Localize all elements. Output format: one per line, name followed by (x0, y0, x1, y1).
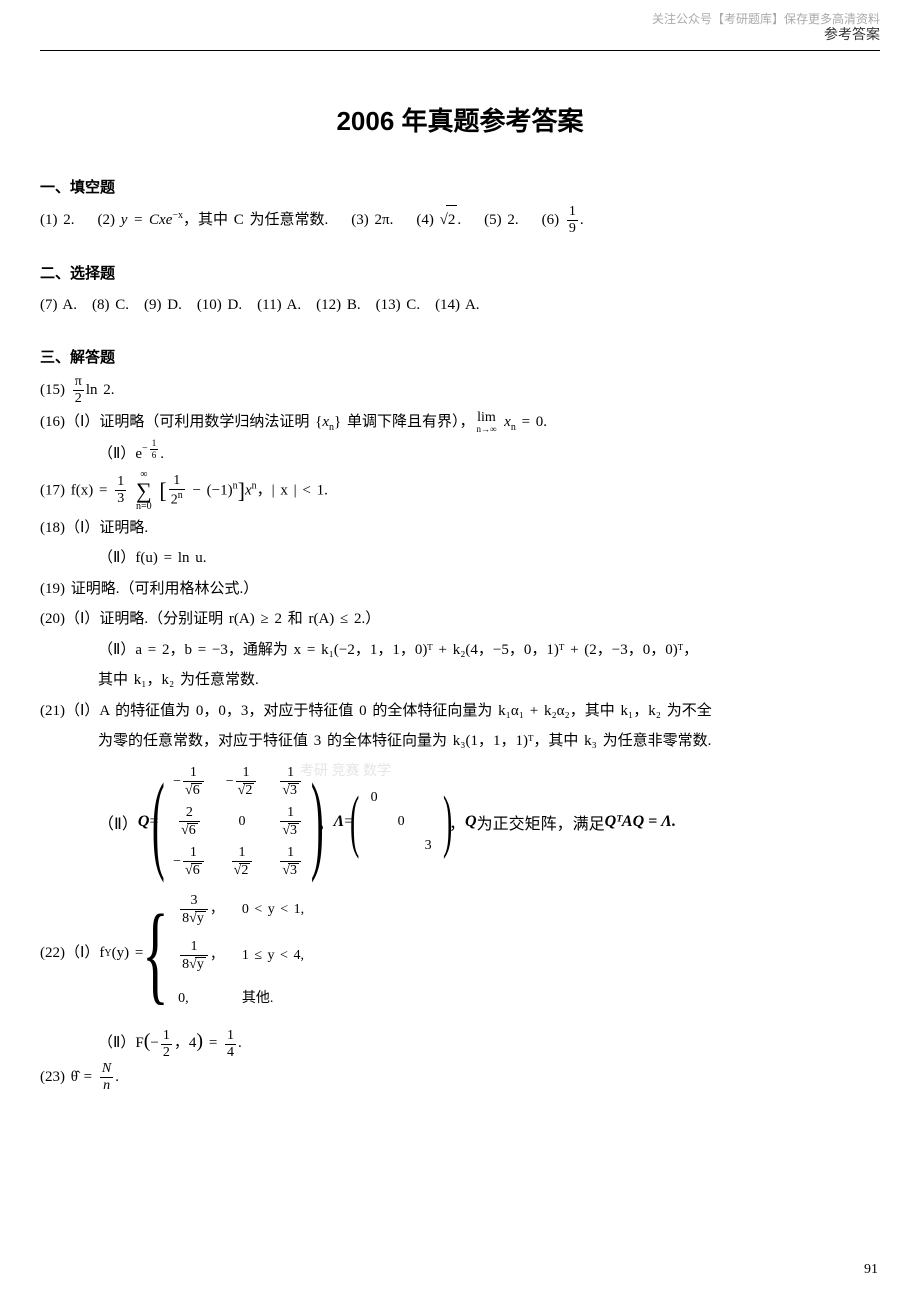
q17-f2n: 1 (169, 474, 185, 490)
q23-den: n (100, 1078, 113, 1093)
q5: (5) 2. (484, 212, 519, 228)
q21-QT: Qᵀ (605, 813, 622, 831)
q16-2-tail: . (160, 445, 164, 461)
q22-2-eq: = (203, 1035, 223, 1051)
q21-1: (21)（Ⅰ）A 的特征值为 0，0，3，对应于特征值 0 的全体特征向量为 k… (40, 697, 880, 726)
q16-lim: lim (477, 411, 497, 425)
q17-f1n: 1 (115, 475, 126, 491)
q6-den: 9 (567, 221, 578, 236)
q17-tail: ，| x | < 1. (257, 482, 328, 498)
q22-sub: Y (104, 944, 111, 963)
section-1-heading: 一、填空题 (40, 176, 880, 197)
top-rule (40, 50, 880, 51)
q17-f2dsup: n (178, 490, 183, 501)
q22-p2-cond: 1 ≤ y < 4, (234, 934, 312, 978)
q16-1-mid: } 单调下降且有界）， (334, 414, 474, 430)
q22-2-den: 4 (225, 1045, 236, 1060)
q22-2-tail: . (238, 1035, 242, 1051)
q6-post: . (580, 212, 584, 228)
q21-Q: Q (138, 813, 150, 831)
q23-pre: (23) θ̂ = (40, 1069, 98, 1085)
q22-2-comma: ，4 (174, 1035, 197, 1051)
q23-tail: . (115, 1069, 119, 1085)
q3: (3) 2π. (351, 212, 393, 228)
q21-matrix-Q: −1√6−1√21√3 2√601√3 −1√61√21√3 (163, 762, 313, 882)
q22-p1-sqrty: y (195, 911, 206, 926)
q22-2: （Ⅱ）F(−12，4) = 14. (40, 1022, 880, 1060)
q2-tail: ，其中 C 为任意常数. (183, 212, 328, 228)
q17-sumbot: n=0 (136, 502, 152, 512)
q16-2-pre: （Ⅱ）e (98, 445, 142, 461)
q2-eq: y = Cxe (121, 212, 173, 228)
q16-2-expden: 6 (150, 450, 159, 460)
q16-1-tail: = 0. (516, 414, 547, 430)
q16-2: （Ⅱ）e−16. (40, 439, 880, 468)
q22-1: (22)（Ⅰ）fY(y) = { 38√y， 0 < y < 1, 18√y， … (40, 886, 880, 1021)
q20-2: （Ⅱ）a = 2，b = −3，通解为 x = k₁(−2，1，1，0)ᵀ + … (40, 636, 880, 665)
q22-p1-den8: 8 (182, 911, 189, 926)
q17: (17) f(x) = 13 ∞∑n=0 [12n − (−1)n]xn，| x… (40, 470, 880, 512)
fill-blank-line: (1) 2. (2) y = Cxe−x，其中 C 为任意常数. (3) 2π.… (40, 205, 880, 236)
q22-p1-cond: 0 < y < 1, (234, 888, 312, 932)
header-label: 参考答案 (824, 24, 880, 44)
q15-den: 2 (73, 391, 84, 406)
q22-2-arg1n: 1 (161, 1029, 172, 1045)
q22-p2-sqrty: y (195, 957, 206, 972)
q21-matrix-lambda: 0 0 3 (361, 786, 442, 858)
q17-pre: (17) f(x) = (40, 482, 113, 498)
q19: (19) 证明略.（可利用格林公式.） (40, 575, 880, 604)
q16-2-expnum: 1 (150, 439, 159, 450)
q6-num: 1 (567, 205, 578, 221)
q17-f1d: 3 (115, 491, 126, 506)
q22-p2-num: 1 (180, 940, 208, 956)
q22-p3-val: 0, (170, 980, 232, 1019)
q15-pre: (15) (40, 382, 71, 398)
q22-2-pre: （Ⅱ）F (98, 1035, 144, 1051)
page-title: 2006 年真题参考答案 (40, 101, 880, 138)
q22-piecewise: 38√y， 0 < y < 1, 18√y， 1 ≤ y < 4, 0, 其他. (168, 886, 314, 1021)
q15-tail: ln 2. (86, 382, 115, 398)
q2-exp: −x (172, 210, 183, 221)
page-number: 91 (864, 1262, 878, 1278)
q4-val: 2 (446, 205, 458, 235)
q4-post: . (457, 212, 461, 228)
q20-3: 其中 k₁，k₂ 为任意常数. (40, 666, 880, 695)
q17-mid: − (−1) (187, 482, 233, 498)
section-3-heading: 三、解答题 (40, 346, 880, 367)
q16-1: (16)（Ⅰ）证明略（可利用数学归纳法证明 {xn} 单调下降且有界），limn… (40, 408, 880, 437)
q21-3: （Ⅱ）Q = ( −1√6−1√21√3 2√601√3 −1√61√21√3 … (98, 758, 880, 886)
q4-pre: (4) (416, 212, 439, 228)
q16-lim-sub: n→∞ (477, 425, 497, 434)
q22-p2-den8: 8 (182, 957, 189, 972)
q21-tail2: 为正交矩阵，满足 (477, 810, 605, 834)
q22-pre: (22)（Ⅰ）f (40, 939, 104, 968)
q2-pre: (2) (98, 212, 121, 228)
q22-p3-cond: 其他. (234, 980, 312, 1019)
q22-2-arg1d: 2 (161, 1045, 172, 1060)
q17-f2d: 2 (171, 493, 178, 508)
q17-x: x (245, 482, 252, 498)
q1: (1) 2. (40, 212, 75, 228)
q15-num: π (73, 375, 84, 391)
q16-1-pre: (16)（Ⅰ）证明略（可利用数学归纳法证明 { (40, 414, 322, 430)
q6-pre: (6) (542, 212, 565, 228)
q15: (15) π2ln 2. (40, 375, 880, 406)
q21-tail4: AQ = Λ. (622, 813, 676, 831)
q21-3-pre: （Ⅱ） (98, 810, 138, 834)
q20-1: (20)（Ⅰ）证明略.（分别证明 r(A) ≥ 2 和 r(A) ≤ 2.） (40, 605, 880, 634)
choice-line: (7) A. (8) C. (9) D. (10) D. (11) A. (12… (40, 291, 880, 320)
q21-2: 为零的任意常数，对应于特征值 3 的全体特征向量为 k₃(1，1，1)ᵀ，其中 … (40, 727, 880, 756)
q22-p1-num: 3 (180, 894, 208, 910)
section-2-heading: 二、选择题 (40, 262, 880, 283)
q22-2-num: 1 (225, 1029, 236, 1045)
q23: (23) θ̂ = Nn. (40, 1062, 880, 1093)
q23-num: N (100, 1062, 113, 1078)
q21-L: Λ (334, 813, 345, 831)
q22-mid: (y) = (112, 939, 144, 968)
q18-1: (18)（Ⅰ）证明略. (40, 514, 880, 543)
q18-2: （Ⅱ）f(u) = ln u. (40, 544, 880, 573)
